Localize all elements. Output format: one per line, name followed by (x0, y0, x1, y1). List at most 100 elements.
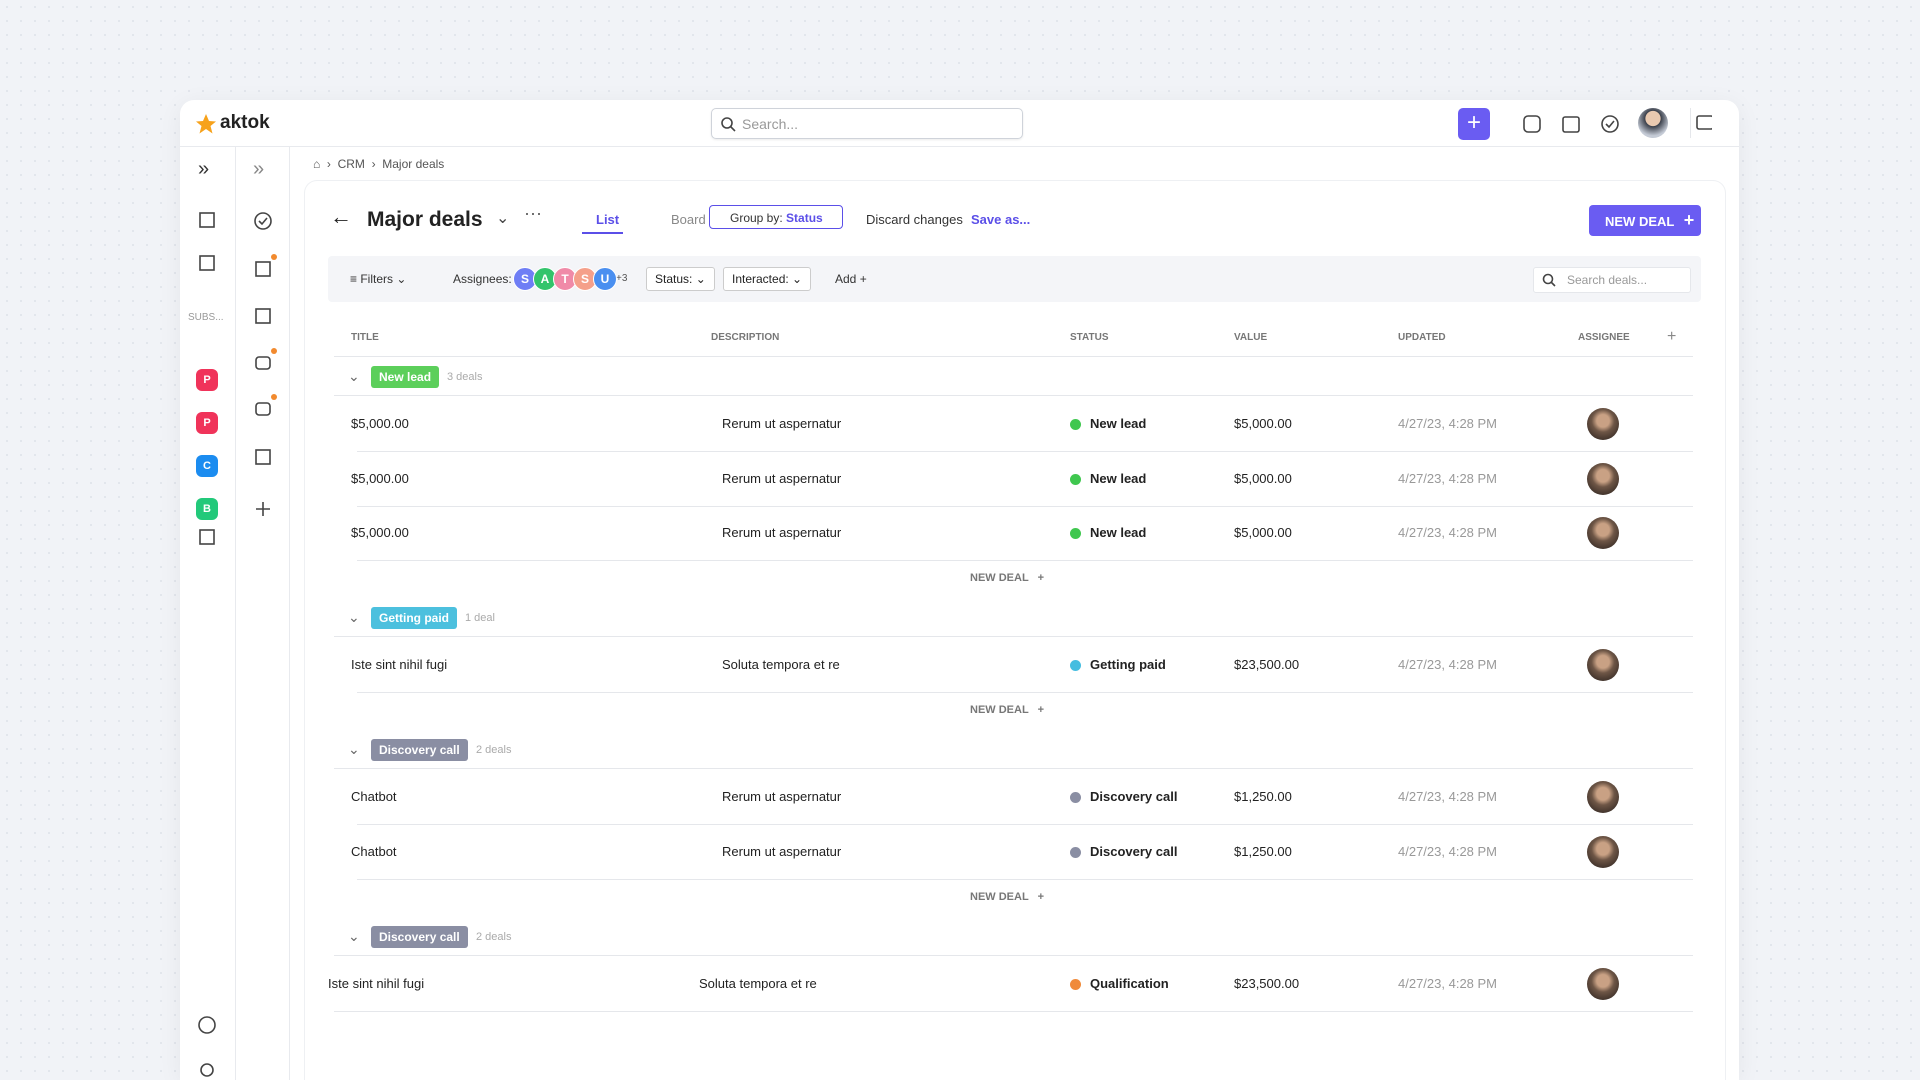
filter-label: Status: (655, 272, 693, 286)
title-dropdown[interactable]: ⌄ (496, 210, 510, 227)
deal-updated: 4/27/23, 4:28 PM (1398, 416, 1498, 431)
divider (1690, 108, 1691, 138)
add-column[interactable]: + (1667, 328, 1677, 345)
view-tab[interactable]: Board (671, 212, 706, 227)
deal-title[interactable]: Chatbot (351, 843, 397, 859)
row-line (357, 824, 1693, 825)
row-line (357, 692, 1693, 693)
group-badge: Discovery call (371, 925, 468, 948)
search-icon (1542, 273, 1556, 287)
collapse-toggle[interactable]: ⌄ (348, 368, 360, 384)
assignee-avatar[interactable] (1587, 517, 1619, 549)
deal-title[interactable]: $5,000.00 (351, 416, 409, 431)
discard-button[interactable]: Discard changes (866, 212, 963, 227)
deal-updated: 4/27/23, 4:28 PM (1398, 657, 1498, 672)
assignee-avatar[interactable] (1587, 649, 1619, 681)
crumb[interactable]: CRM (337, 157, 365, 171)
column-header: VALUE (1234, 332, 1268, 343)
group-badge: Discovery call (371, 739, 468, 761)
nav-icons (199, 212, 277, 545)
logo-icon (196, 114, 216, 134)
user-avatar[interactable] (1638, 108, 1668, 138)
deal-description: Soluta tempora et re (722, 657, 840, 672)
deal-status: Discovery call (1090, 843, 1178, 859)
group-by[interactable]: Group by: Status (709, 205, 843, 229)
deal-title[interactable]: Iste sint nihil fugi (328, 975, 425, 991)
collapse-toggle[interactable]: ⌄ (348, 927, 360, 944)
column-header: DESCRIPTION (711, 332, 780, 343)
group-badge: New lead (371, 366, 440, 388)
deal-title[interactable]: $5,000.00 (351, 525, 409, 540)
new-deal-row[interactable]: NEW DEAL + (970, 572, 1045, 584)
view-tab[interactable]: List (582, 212, 624, 234)
assignee-avatar[interactable] (1587, 408, 1619, 440)
create-button[interactable]: + (1458, 108, 1490, 140)
breadcrumb: ⌂ › CRM › Major deals (313, 157, 445, 171)
new-deal-button[interactable]: NEW DEAL + (1589, 205, 1701, 236)
deal-status: Getting paid (1090, 657, 1166, 672)
deal-value: $23,500.00 (1234, 657, 1300, 672)
assignee-avatar[interactable] (1587, 781, 1619, 813)
filters-label: Filters (360, 272, 394, 286)
deal-value: $5,000.00 (1234, 525, 1292, 540)
column-header: ASSIGNEE (1578, 332, 1630, 343)
search-icon (721, 117, 736, 132)
interacted-filter[interactable]: Interacted: ⌄ (723, 267, 812, 291)
status-filter[interactable]: Status: ⌄ (646, 267, 715, 291)
deal-search[interactable]: Search deals... (1533, 267, 1691, 293)
assignee-avatar[interactable] (1587, 967, 1619, 1000)
new-deal-label: NEW DEAL (970, 704, 1029, 716)
top-icons (1523, 115, 1712, 133)
expand[interactable]: » (198, 158, 210, 180)
app-window: aktok Search... + » » SUBS... ⌂ › CRM › … (180, 100, 1739, 1080)
row-line (334, 954, 1693, 956)
status-dot (1070, 846, 1081, 858)
status-dot (1070, 528, 1081, 539)
deal-description: Soluta tempora et re (699, 975, 817, 991)
new-deal-label: NEW DEAL (970, 572, 1029, 584)
new-deal-row[interactable]: NEW DEAL + (970, 704, 1045, 716)
space-sidebar (180, 147, 236, 1080)
status-dot (1070, 660, 1081, 671)
deal-title[interactable]: Iste sint nihil fugi (351, 657, 448, 672)
bottom-icons (198, 1016, 216, 1077)
deal-updated: 4/27/23, 4:28 PM (1398, 525, 1498, 540)
group-count: 1 deal (465, 612, 495, 624)
deal-description: Rerum ut aspernatur (722, 789, 842, 804)
row-line (357, 451, 1693, 452)
back-button[interactable]: ← (330, 204, 352, 229)
more-menu[interactable]: ⋯ (524, 204, 542, 224)
search-box[interactable]: Search... (711, 108, 1023, 139)
filters-button[interactable]: ≡ Filters ⌄ (350, 272, 407, 286)
space-icon[interactable]: P (196, 412, 218, 434)
button-label: NEW DEAL (1605, 214, 1675, 229)
column-header: UPDATED (1398, 332, 1446, 343)
space-icon[interactable]: P (196, 369, 218, 391)
group-by-label: Group by: (730, 211, 783, 225)
row-line (357, 560, 1693, 561)
expand[interactable]: » (253, 158, 265, 180)
group-badge: Getting paid (371, 607, 457, 629)
assignee-avatar[interactable]: A (533, 267, 557, 291)
deal-updated: 4/27/23, 4:28 PM (1398, 789, 1498, 804)
search-placeholder: Search... (742, 116, 799, 132)
crumb[interactable]: Major deals (382, 157, 445, 171)
nav-sidebar (236, 147, 290, 1080)
deal-title[interactable]: Chatbot (351, 789, 397, 804)
space-icon[interactable]: B (196, 498, 218, 520)
row-line (334, 395, 1693, 396)
deal-title[interactable]: $5,000.00 (351, 470, 409, 486)
assignee-avatar[interactable] (1587, 835, 1619, 868)
assignee-avatar[interactable] (1587, 462, 1619, 495)
status-dot (1070, 978, 1081, 990)
collapse-toggle[interactable]: ⌄ (348, 609, 360, 625)
assignee-avatar[interactable]: U (593, 267, 617, 291)
space-icon[interactable]: C (196, 455, 218, 477)
save-as-button[interactable]: Save as... (971, 212, 1031, 227)
row-line (357, 505, 1693, 507)
add-filter[interactable]: Add + (835, 272, 867, 286)
new-deal-row[interactable]: NEW DEAL + (970, 890, 1045, 903)
collapse-toggle[interactable]: ⌄ (348, 741, 360, 757)
header-line (334, 356, 1693, 357)
